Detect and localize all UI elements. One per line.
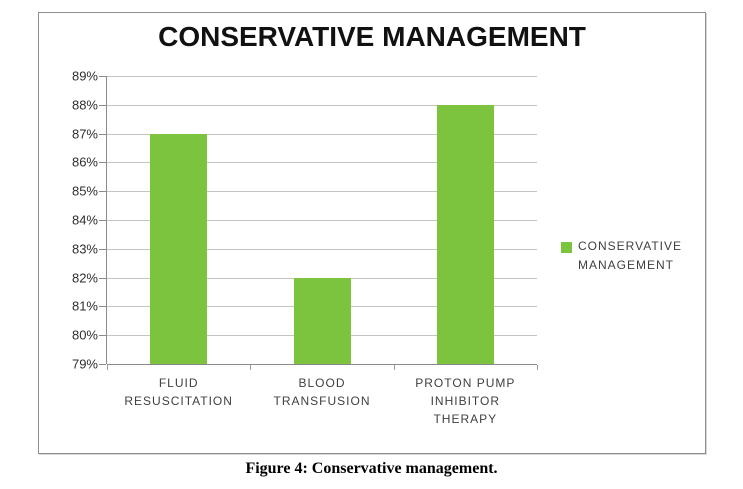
x-axis-label-line: THERAPY <box>433 412 498 426</box>
x-axis-label-line: FLUID <box>158 376 199 390</box>
y-axis-label: 81% <box>71 298 98 314</box>
bar-proton-pump-inhibitor-therapy <box>436 104 494 364</box>
y-axis-label: 79% <box>71 356 98 372</box>
legend-color-swatch <box>561 242 572 253</box>
y-axis-tick <box>99 104 106 106</box>
y-axis-label: 88% <box>71 97 98 113</box>
plot-area: 89% 88% 87% 86% 85% 84% 83% 82% 81% 80% 79% FLUID RE… <box>72 69 538 426</box>
y-axis-tick <box>99 335 106 337</box>
y-axis-label: 82% <box>71 270 98 286</box>
gridline <box>107 104 537 106</box>
x-axis-label-line: RESUSCITATION <box>124 394 233 408</box>
y-axis-label: 89% <box>71 68 98 84</box>
legend-label-line1: CONSERVATIVE <box>578 239 683 253</box>
gridline <box>107 248 537 250</box>
y-axis-label: 84% <box>71 212 98 228</box>
legend-label-line2: MANAGEMENT <box>578 258 675 272</box>
chart-container: CONSERVATIVE MANAGEMENT 89% 88% 87% 86% 85% 8… <box>38 12 706 454</box>
y-axis-label: 85% <box>71 183 98 199</box>
y-axis-tick <box>99 133 106 135</box>
x-axis-line <box>107 364 537 365</box>
x-axis-label-line: PROTON PUMP <box>415 376 516 390</box>
y-axis-tick <box>99 364 106 365</box>
y-axis-label: 83% <box>71 241 98 257</box>
x-axis-tick <box>250 365 252 370</box>
x-axis-tick <box>537 365 538 370</box>
gridline <box>107 133 537 135</box>
gridline <box>107 220 537 221</box>
x-axis-label-line: BLOOD <box>298 376 346 390</box>
y-axis-tick <box>99 248 106 250</box>
x-axis-label-fluid-resuscitation: FLUID RESUSCITATION <box>107 374 250 410</box>
gridline <box>107 162 537 164</box>
bar-blood-transfusion <box>293 277 351 364</box>
y-axis-label: 87% <box>71 126 98 142</box>
x-axis-tick <box>107 365 108 370</box>
y-axis-tick <box>99 76 106 77</box>
x-axis-label-line: INHIBITOR <box>430 394 501 408</box>
x-axis-label-blood-transfusion: BLOOD TRANSFUSION <box>250 374 393 410</box>
chart-title: CONSERVATIVE MANAGEMENT <box>158 21 586 52</box>
y-axis-tick <box>99 277 106 279</box>
y-axis-label: 86% <box>71 154 98 170</box>
x-axis-label-line: TRANSFUSION <box>273 394 371 408</box>
gridline <box>107 191 537 193</box>
x-axis-tick <box>393 365 395 370</box>
y-axis-tick <box>99 162 106 164</box>
bar-fluid-resuscitation <box>150 133 208 364</box>
legend-label: CONSERVATIVE MANAGEMENT <box>578 237 682 275</box>
figure-caption: Figure 4: Conservative management. <box>245 460 498 477</box>
y-axis-tick <box>99 306 106 308</box>
x-axis-label-proton-pump-inhibitor-therapy: PROTON PUMP INHIBITOR THERAPY <box>394 374 537 428</box>
y-axis-tick <box>99 191 106 193</box>
gridline <box>107 76 537 77</box>
legend: CONSERVATIVE MANAGEMENT <box>561 237 682 275</box>
y-axis-label: 80% <box>71 327 98 343</box>
y-axis-tick <box>99 220 106 221</box>
